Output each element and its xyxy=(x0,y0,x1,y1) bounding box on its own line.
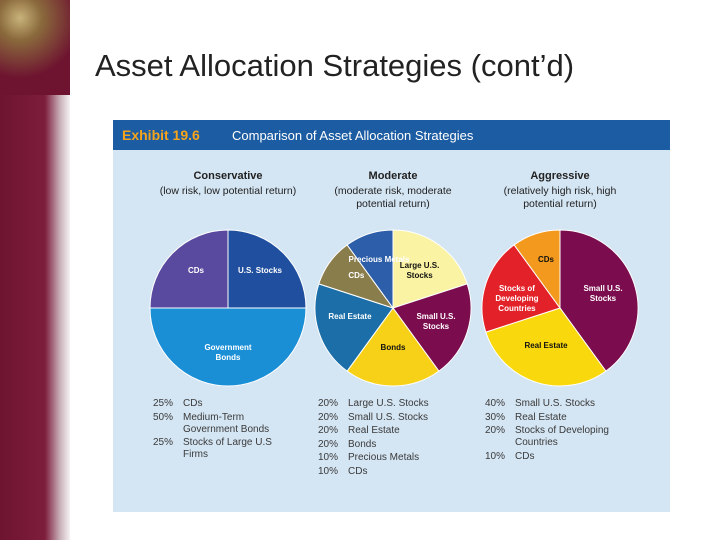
legend-label: Real Estate xyxy=(515,411,567,423)
legend-value: 10% xyxy=(485,450,506,462)
legend-label: Small U.S. Stocks xyxy=(348,411,429,423)
slice-label: U.S. Stocks xyxy=(237,266,282,275)
pie-slice xyxy=(392,229,468,309)
legend-label: Medium-Term Government Bonds xyxy=(183,411,270,435)
pie-title: Conservative xyxy=(193,170,263,182)
legend-value: 20% xyxy=(318,398,339,409)
legend-label: Bonds xyxy=(348,438,377,450)
pie-slice xyxy=(485,307,607,387)
pie-slice xyxy=(227,229,307,309)
slice-label: Stocks of Developing Countries xyxy=(495,284,539,314)
legend-label: Stocks of Developing Countries xyxy=(515,425,609,448)
legend-value: 25% xyxy=(153,398,174,409)
pie-slice xyxy=(559,229,639,372)
legend-value: 10% xyxy=(318,452,339,463)
slice-label: Large U.S. Stocks xyxy=(399,261,440,281)
slice-label: Bonds xyxy=(380,343,406,353)
corner-image xyxy=(0,0,70,95)
legend-value: 20% xyxy=(485,425,506,436)
pie-slice xyxy=(346,307,440,387)
pie-slice xyxy=(392,283,472,372)
pie-title: Aggressive xyxy=(530,170,590,182)
legend-label: Small U.S. Stocks xyxy=(515,398,596,409)
legend-value: 50% xyxy=(153,411,174,423)
legend-value: 40% xyxy=(485,398,506,409)
pie-subtitle: (low risk, low potential return) xyxy=(159,185,297,197)
exhibit-title: Comparison of Asset Allocation Strategie… xyxy=(232,128,474,143)
exhibit-header xyxy=(113,120,670,150)
slice-label: CDs xyxy=(187,266,204,275)
slice-label: Government Bonds xyxy=(204,343,252,363)
legend-label: Precious Metals xyxy=(348,452,420,463)
pie-slice xyxy=(149,229,229,309)
slice-label: Real Estate xyxy=(524,341,568,351)
legend-value: 20% xyxy=(318,438,339,450)
pie-subtitle: (relatively high risk, high potential re… xyxy=(503,185,617,210)
legend-label: Large U.S. Stocks xyxy=(348,398,429,409)
pie-slice xyxy=(481,244,561,333)
legend-value: 20% xyxy=(318,425,339,436)
pie-slice xyxy=(513,229,561,310)
pie-slice xyxy=(314,283,394,372)
slice-label: CDs xyxy=(348,271,365,281)
legend-value: 25% xyxy=(153,437,174,448)
pie-title: Moderate xyxy=(368,170,418,182)
slice-label: Real Estate xyxy=(328,311,372,321)
legend-label: CDs xyxy=(348,465,368,477)
legend-value: 30% xyxy=(485,411,506,423)
pie-slice xyxy=(149,307,307,387)
slide-title: Asset Allocation Strategies (cont’d) xyxy=(95,48,575,83)
slice-label: Small U.S. Stocks xyxy=(416,311,456,331)
legend-label: CDs xyxy=(515,450,535,462)
legend-label: CDs xyxy=(183,398,203,409)
pie-slice xyxy=(346,229,394,310)
slice-label: CDs xyxy=(538,254,555,264)
exhibit-label: Exhibit 19.6 xyxy=(122,127,200,143)
legend-label: Stocks of Large U.S Firms xyxy=(183,437,272,460)
legend-value: 10% xyxy=(318,465,339,477)
legend-label: Real Estate xyxy=(348,425,400,436)
legend-value: 20% xyxy=(318,411,339,423)
slice-label: Small U.S. Stocks xyxy=(583,284,623,304)
pie-subtitle: (moderate risk, moderate potential retur… xyxy=(334,185,452,210)
slice-label: Precious Metals xyxy=(348,254,410,264)
